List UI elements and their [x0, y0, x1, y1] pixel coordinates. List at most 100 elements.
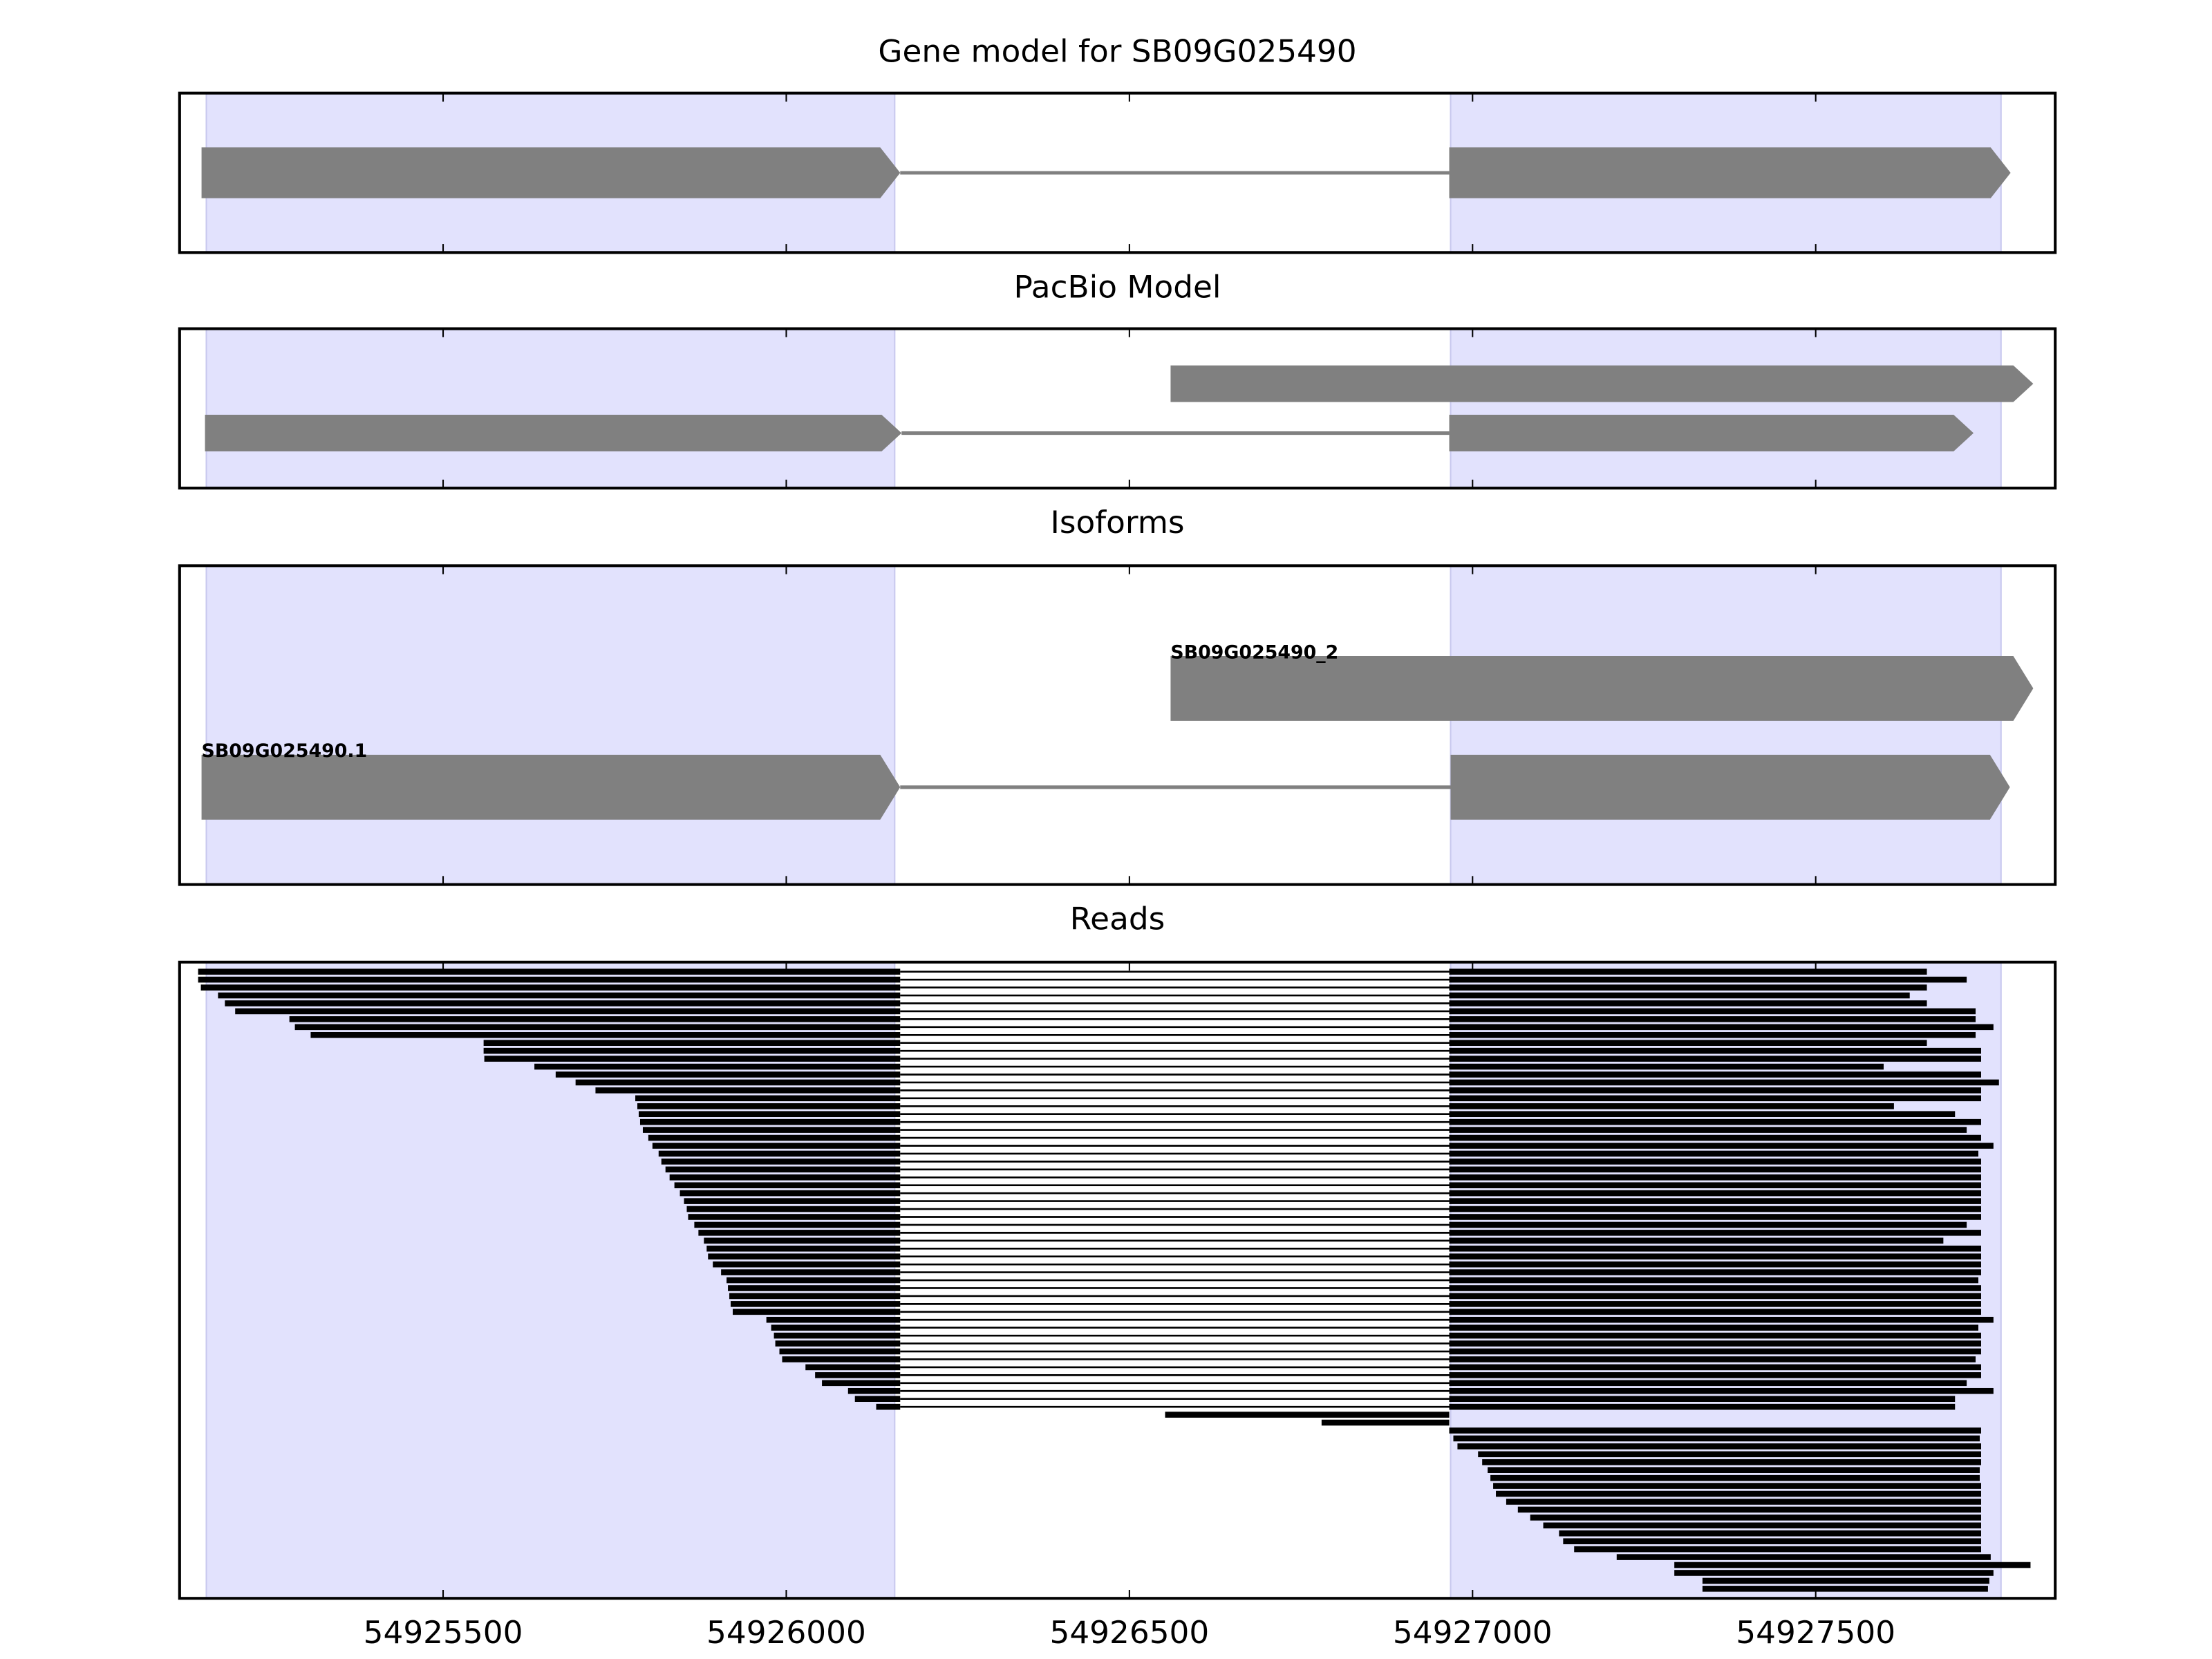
read-block: [1449, 1166, 1981, 1173]
x-tick-label: 54926500: [1049, 1614, 1209, 1651]
read-block: [766, 1316, 901, 1323]
read-block: [1449, 1269, 1981, 1275]
exon-region: [1450, 328, 2002, 489]
read-block: [1449, 1245, 1981, 1252]
read-block: [1449, 1387, 1994, 1394]
read-block: [310, 1031, 901, 1038]
read-block: [638, 1111, 901, 1118]
read: [1165, 1412, 1450, 1418]
read-block: [694, 1221, 901, 1228]
read-block: [1449, 1190, 1981, 1197]
read-block: [1449, 1056, 1981, 1062]
read-block: [729, 1293, 901, 1300]
read-block: [1449, 1087, 1981, 1094]
read: [1543, 1522, 1981, 1529]
read-block: [1449, 1079, 1999, 1086]
read-block: [1449, 1332, 1981, 1339]
read-block: [1449, 1040, 1927, 1047]
read-block: [733, 1309, 901, 1315]
read-block: [534, 1063, 901, 1070]
read-block: [779, 1348, 901, 1355]
read-block: [686, 1206, 901, 1212]
read-block: [1449, 1118, 1981, 1125]
read-block: [1449, 1174, 1981, 1181]
read-block: [684, 1198, 901, 1204]
read-block: [674, 1182, 901, 1189]
read-block: [1449, 1198, 1981, 1204]
read-block: [1449, 1111, 1956, 1118]
read-block: [665, 1166, 901, 1173]
panel-frame: [178, 960, 2057, 1600]
read-block: [1449, 1253, 1981, 1259]
read-block: [1449, 1261, 1981, 1268]
read-block: [648, 1134, 901, 1141]
read-block: [1449, 1095, 1981, 1102]
read-block: [1449, 1031, 1976, 1038]
read-block: [876, 1403, 901, 1410]
feature-block: [1170, 655, 2034, 721]
read-block: [1449, 1150, 1978, 1157]
read-block: [1449, 1000, 1927, 1006]
read: [1563, 1538, 1981, 1544]
panel-title: Isoforms: [1050, 504, 1184, 541]
read-block: [1449, 1372, 1981, 1378]
read-block: [731, 1301, 901, 1307]
read-block: [661, 1159, 901, 1165]
read: [1457, 1443, 1981, 1450]
read-block: [1449, 1016, 1976, 1022]
read-block: [575, 1079, 901, 1086]
feature-block: [1449, 147, 2011, 198]
read-block: [1449, 1301, 1981, 1307]
read-block: [708, 1253, 901, 1259]
read-block: [235, 1008, 901, 1015]
read: [1490, 1474, 1980, 1481]
read-block: [782, 1356, 901, 1362]
read-block: [1449, 1206, 1981, 1212]
read-block: [771, 1324, 901, 1331]
read: [1493, 1483, 1981, 1489]
read: [1616, 1554, 1991, 1560]
feature-block: [1170, 365, 2034, 402]
read-block: [1449, 1024, 1994, 1031]
read-block: [1449, 1316, 1994, 1323]
read-block: [1449, 976, 1967, 983]
read-block: [1449, 1396, 1956, 1402]
read-block: [200, 984, 901, 991]
exon-region: [205, 328, 896, 489]
read-block: [727, 1277, 901, 1284]
read: [1496, 1490, 1981, 1497]
read-block: [1449, 1293, 1981, 1300]
read-block: [1449, 1237, 1944, 1244]
read-block: [704, 1237, 901, 1244]
read-block: [642, 1127, 901, 1133]
read-block: [294, 1024, 901, 1031]
read: [1488, 1467, 1980, 1473]
read-block: [555, 1071, 901, 1078]
isoform-label: SB09G025490.1: [202, 740, 368, 762]
read-block: [805, 1364, 901, 1371]
read: [1449, 1427, 1981, 1434]
read-block: [483, 1047, 901, 1054]
read-block: [728, 1285, 901, 1291]
read-block: [1449, 1047, 1981, 1054]
read: [1453, 1435, 1980, 1442]
read-block: [1449, 1285, 1981, 1291]
feature-block: [1449, 415, 1974, 452]
read: [1517, 1506, 1981, 1513]
read-block: [198, 976, 901, 983]
read: [1674, 1570, 1994, 1576]
read-block: [1449, 1103, 1894, 1109]
panel-frame: [178, 327, 2057, 490]
read-block: [1449, 1071, 1981, 1078]
read-block: [198, 968, 901, 975]
isoform-label: SB09G025490_2: [1170, 641, 1338, 663]
read-block: [637, 1103, 901, 1109]
read: [1574, 1546, 1981, 1553]
read-block: [1449, 1403, 1956, 1410]
read: [1321, 1419, 1450, 1426]
read-block: [822, 1380, 901, 1387]
read-block: [1449, 1008, 1976, 1015]
x-tick-label: 54925500: [364, 1614, 523, 1651]
read-block: [1449, 1127, 1967, 1133]
